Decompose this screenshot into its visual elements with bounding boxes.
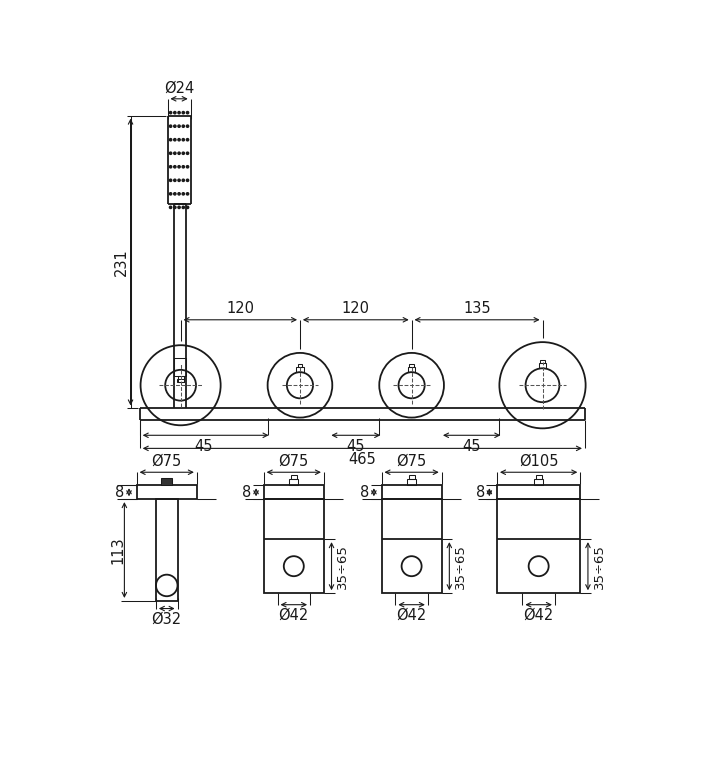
Bar xyxy=(296,367,304,372)
Text: 8: 8 xyxy=(476,485,484,499)
Circle shape xyxy=(186,111,188,113)
Circle shape xyxy=(178,138,180,141)
Circle shape xyxy=(182,152,184,154)
Circle shape xyxy=(174,193,176,195)
Circle shape xyxy=(170,152,172,154)
Circle shape xyxy=(174,111,176,113)
Bar xyxy=(539,363,547,368)
Text: 120: 120 xyxy=(226,301,254,316)
Circle shape xyxy=(186,152,188,154)
Circle shape xyxy=(174,206,176,208)
Bar xyxy=(381,486,442,499)
Text: 35÷65: 35÷65 xyxy=(593,543,606,588)
Circle shape xyxy=(174,152,176,154)
Text: 231: 231 xyxy=(114,248,129,276)
Bar xyxy=(408,367,415,372)
Text: 120: 120 xyxy=(342,301,370,316)
Bar xyxy=(407,479,416,486)
Text: 45: 45 xyxy=(347,439,365,454)
Bar xyxy=(264,499,324,593)
Circle shape xyxy=(170,138,172,141)
Bar xyxy=(161,478,172,486)
Bar xyxy=(497,486,580,499)
Text: 8: 8 xyxy=(115,485,124,499)
Text: 45: 45 xyxy=(462,439,481,454)
Bar xyxy=(540,360,545,363)
Circle shape xyxy=(174,166,176,168)
Text: 465: 465 xyxy=(349,452,376,467)
Circle shape xyxy=(178,125,180,127)
Text: Ø24: Ø24 xyxy=(164,81,194,96)
Text: 113: 113 xyxy=(110,537,126,564)
Text: Ø105: Ø105 xyxy=(519,454,558,469)
Circle shape xyxy=(186,138,188,141)
Bar xyxy=(381,499,442,593)
Circle shape xyxy=(182,193,184,195)
Text: 35÷65: 35÷65 xyxy=(336,543,349,588)
Text: Ø32: Ø32 xyxy=(152,611,182,627)
Bar xyxy=(291,476,297,479)
Text: Ø75: Ø75 xyxy=(396,454,427,469)
Text: 45: 45 xyxy=(194,439,213,454)
Circle shape xyxy=(186,206,188,208)
Bar xyxy=(290,479,298,486)
Circle shape xyxy=(178,193,180,195)
Circle shape xyxy=(186,166,188,168)
Circle shape xyxy=(174,125,176,127)
Bar xyxy=(136,486,197,499)
Bar xyxy=(178,376,183,382)
Circle shape xyxy=(174,179,176,181)
Circle shape xyxy=(170,166,172,168)
Circle shape xyxy=(170,179,172,181)
Bar xyxy=(297,364,303,367)
Bar xyxy=(409,476,414,479)
Bar xyxy=(536,476,542,479)
Text: 35÷65: 35÷65 xyxy=(454,543,467,588)
Bar xyxy=(497,499,580,593)
Circle shape xyxy=(178,166,180,168)
Circle shape xyxy=(182,111,184,113)
Circle shape xyxy=(182,166,184,168)
Bar xyxy=(156,499,178,601)
Text: 135: 135 xyxy=(464,301,491,316)
Circle shape xyxy=(170,111,172,113)
Text: Ø42: Ø42 xyxy=(279,608,309,623)
Bar xyxy=(174,357,186,376)
Circle shape xyxy=(178,152,180,154)
Bar xyxy=(409,364,414,367)
Text: Ø75: Ø75 xyxy=(152,454,182,469)
Bar xyxy=(534,479,543,486)
Text: Ø42: Ø42 xyxy=(396,608,427,623)
Circle shape xyxy=(174,138,176,141)
Text: Ø75: Ø75 xyxy=(279,454,309,469)
Circle shape xyxy=(186,179,188,181)
Text: Ø42: Ø42 xyxy=(523,608,554,623)
Circle shape xyxy=(182,125,184,127)
Bar xyxy=(177,379,184,382)
Circle shape xyxy=(178,111,180,113)
Circle shape xyxy=(170,193,172,195)
Circle shape xyxy=(178,179,180,181)
Circle shape xyxy=(170,125,172,127)
Circle shape xyxy=(182,179,184,181)
Text: 8: 8 xyxy=(360,485,369,499)
Circle shape xyxy=(170,206,172,208)
Circle shape xyxy=(178,206,180,208)
Circle shape xyxy=(182,206,184,208)
Text: 8: 8 xyxy=(242,485,251,499)
Bar xyxy=(264,486,324,499)
Circle shape xyxy=(186,193,188,195)
Circle shape xyxy=(182,138,184,141)
Circle shape xyxy=(186,125,188,127)
